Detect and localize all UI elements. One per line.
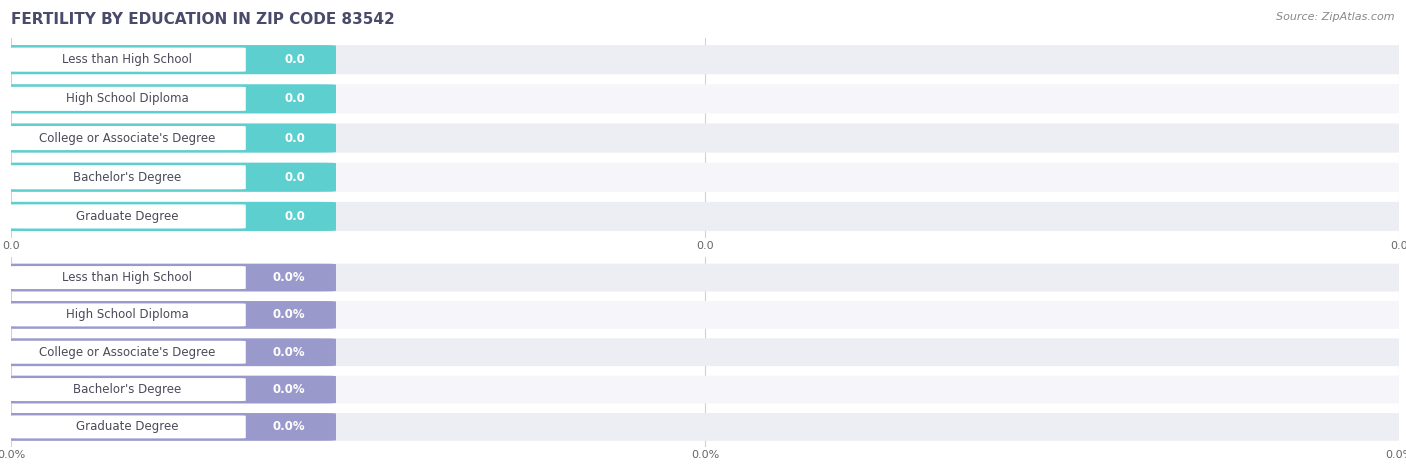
- Text: 0.0%: 0.0%: [273, 383, 305, 396]
- Text: FERTILITY BY EDUCATION IN ZIP CODE 83542: FERTILITY BY EDUCATION IN ZIP CODE 83542: [11, 12, 395, 27]
- FancyBboxPatch shape: [0, 163, 336, 192]
- Text: 0.0: 0.0: [284, 171, 305, 184]
- FancyBboxPatch shape: [0, 338, 1406, 366]
- FancyBboxPatch shape: [8, 204, 246, 228]
- Text: College or Associate's Degree: College or Associate's Degree: [39, 346, 215, 359]
- Text: 0.0%: 0.0%: [273, 271, 305, 284]
- FancyBboxPatch shape: [0, 84, 1406, 113]
- Text: High School Diploma: High School Diploma: [66, 308, 188, 321]
- Text: Less than High School: Less than High School: [62, 53, 193, 66]
- FancyBboxPatch shape: [0, 413, 1406, 441]
- FancyBboxPatch shape: [8, 341, 246, 364]
- FancyBboxPatch shape: [0, 202, 1406, 231]
- FancyBboxPatch shape: [0, 301, 1406, 329]
- FancyBboxPatch shape: [0, 301, 336, 329]
- Text: Bachelor's Degree: Bachelor's Degree: [73, 383, 181, 396]
- Text: Source: ZipAtlas.com: Source: ZipAtlas.com: [1277, 12, 1395, 22]
- Text: 0.0: 0.0: [284, 92, 305, 105]
- FancyBboxPatch shape: [0, 163, 1406, 192]
- FancyBboxPatch shape: [0, 45, 336, 74]
- Text: Graduate Degree: Graduate Degree: [76, 210, 179, 223]
- Text: College or Associate's Degree: College or Associate's Degree: [39, 131, 215, 145]
- Text: High School Diploma: High School Diploma: [66, 92, 188, 105]
- FancyBboxPatch shape: [0, 338, 336, 366]
- Text: 0.0%: 0.0%: [273, 308, 305, 321]
- Text: 0.0: 0.0: [284, 53, 305, 66]
- FancyBboxPatch shape: [0, 376, 336, 404]
- FancyBboxPatch shape: [0, 45, 1406, 74]
- FancyBboxPatch shape: [8, 87, 246, 111]
- FancyBboxPatch shape: [8, 165, 246, 189]
- FancyBboxPatch shape: [8, 126, 246, 150]
- FancyBboxPatch shape: [8, 266, 246, 289]
- Text: 0.0%: 0.0%: [273, 420, 305, 434]
- FancyBboxPatch shape: [0, 264, 1406, 291]
- FancyBboxPatch shape: [8, 378, 246, 401]
- FancyBboxPatch shape: [8, 416, 246, 438]
- FancyBboxPatch shape: [0, 264, 336, 291]
- Text: 0.0%: 0.0%: [273, 346, 305, 359]
- Text: Bachelor's Degree: Bachelor's Degree: [73, 171, 181, 184]
- FancyBboxPatch shape: [0, 202, 336, 231]
- FancyBboxPatch shape: [8, 48, 246, 72]
- FancyBboxPatch shape: [0, 376, 1406, 404]
- Text: Graduate Degree: Graduate Degree: [76, 420, 179, 434]
- Text: 0.0: 0.0: [284, 131, 305, 145]
- FancyBboxPatch shape: [8, 303, 246, 327]
- Text: 0.0: 0.0: [284, 210, 305, 223]
- FancyBboxPatch shape: [0, 123, 1406, 153]
- Text: Less than High School: Less than High School: [62, 271, 193, 284]
- FancyBboxPatch shape: [0, 413, 336, 441]
- FancyBboxPatch shape: [0, 84, 336, 113]
- FancyBboxPatch shape: [0, 123, 336, 153]
